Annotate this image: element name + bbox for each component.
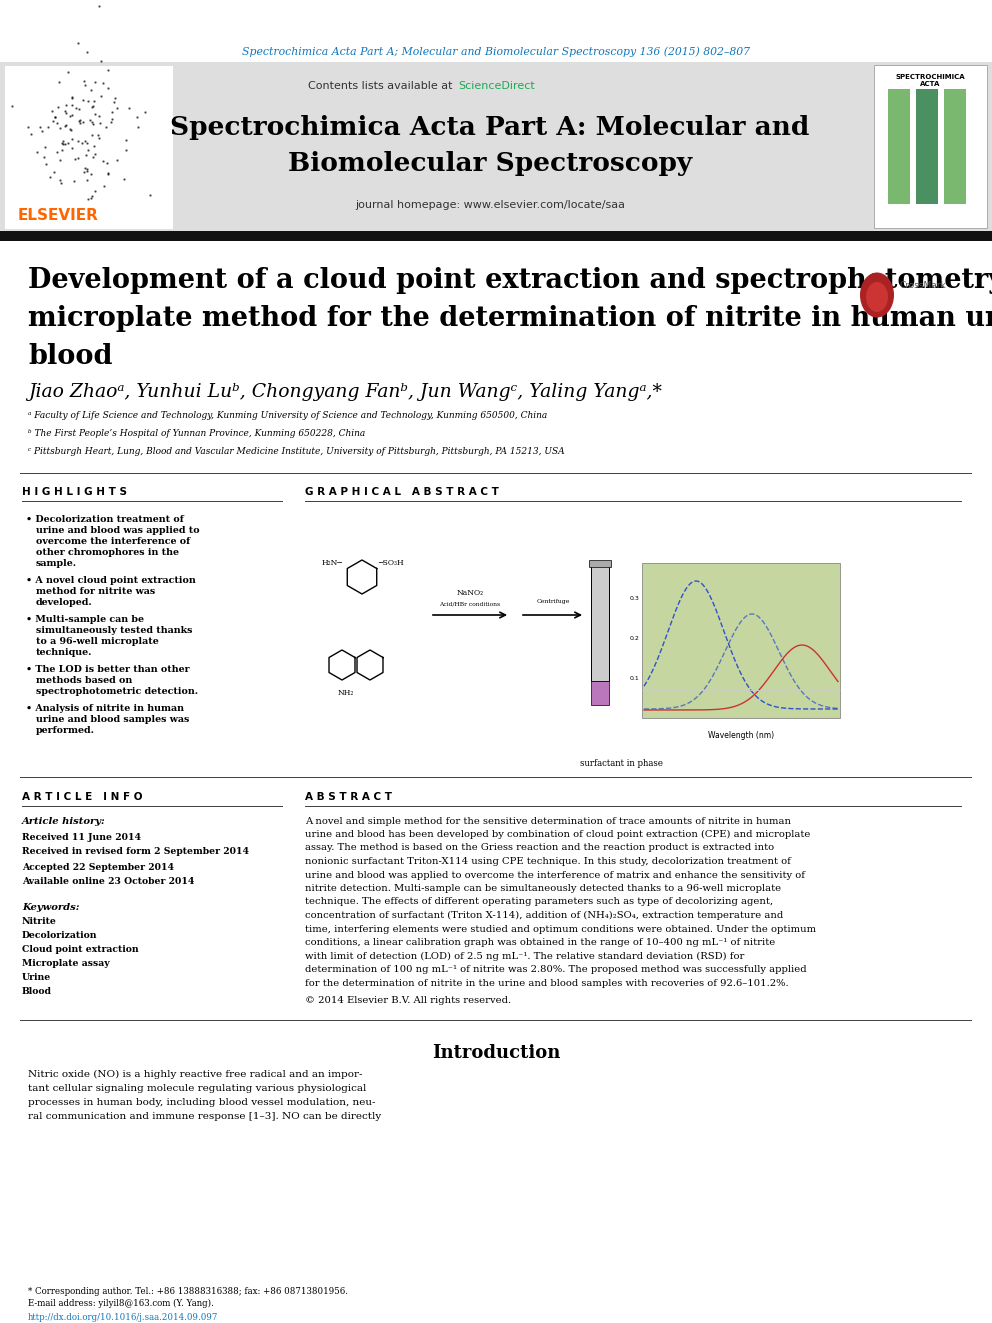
Text: E-mail address: yilyil8@163.com (Y. Yang).: E-mail address: yilyil8@163.com (Y. Yang…	[28, 1298, 214, 1307]
Text: A novel and simple method for the sensitive determination of trace amounts of ni: A novel and simple method for the sensit…	[305, 816, 791, 826]
Text: Urine: Urine	[22, 972, 52, 982]
Bar	[0, 232, 992, 241]
Text: ᶜ Pittsburgh Heart, Lung, Blood and Vascular Medicine Institute, University of P: ᶜ Pittsburgh Heart, Lung, Blood and Vasc…	[28, 447, 564, 456]
Text: sample.: sample.	[36, 560, 77, 568]
Text: performed.: performed.	[36, 726, 95, 736]
Text: H I G H L I G H T S: H I G H L I G H T S	[22, 487, 127, 497]
Text: * Corresponding author. Tel.: +86 13888316388; fax: +86 08713801956.: * Corresponding author. Tel.: +86 138883…	[28, 1286, 348, 1295]
Bar	[944, 89, 966, 204]
Text: Available online 23 October 2014: Available online 23 October 2014	[22, 877, 194, 886]
Text: © 2014 Elsevier B.V. All rights reserved.: © 2014 Elsevier B.V. All rights reserved…	[305, 996, 511, 1005]
Text: urine and blood was applied to overcome the interference of matrix and enhance t: urine and blood was applied to overcome …	[305, 871, 805, 880]
Text: overcome the interference of: overcome the interference of	[36, 537, 190, 546]
Text: urine and blood has been developed by combination of cloud point extraction (CPE: urine and blood has been developed by co…	[305, 830, 810, 839]
Text: conditions, a linear calibration graph was obtained in the range of 10–400 ng mL: conditions, a linear calibration graph w…	[305, 938, 776, 947]
Bar	[591, 681, 609, 705]
Text: to a 96-well microplate: to a 96-well microplate	[36, 636, 159, 646]
Text: • Analysis of nitrite in human: • Analysis of nitrite in human	[26, 704, 184, 713]
Ellipse shape	[860, 273, 894, 318]
Text: Spectrochimica Acta Part A; Molecular and Biomolecular Spectroscopy 136 (2015) 8: Spectrochimica Acta Part A; Molecular an…	[242, 46, 750, 57]
Text: Decolorization: Decolorization	[22, 930, 97, 939]
Bar	[589, 560, 611, 568]
Text: Microplate assay: Microplate assay	[22, 958, 110, 967]
Text: A R T I C L E   I N F O: A R T I C L E I N F O	[22, 792, 143, 802]
Text: • Multi-sample can be: • Multi-sample can be	[26, 615, 144, 624]
Text: G R A P H I C A L   A B S T R A C T: G R A P H I C A L A B S T R A C T	[305, 487, 499, 497]
Text: microplate method for the determination of nitrite in human urine and: microplate method for the determination …	[28, 304, 992, 332]
Bar	[874, 65, 987, 228]
Text: Received in revised form 2 September 2014: Received in revised form 2 September 201…	[22, 848, 249, 856]
Text: time, interfering elements were studied and optimum conditions were obtained. Un: time, interfering elements were studied …	[305, 925, 816, 934]
Text: methods based on: methods based on	[36, 676, 132, 685]
Text: nonionic surfactant Triton-X114 using CPE technique. In this study, decolorizati: nonionic surfactant Triton-X114 using CP…	[305, 857, 791, 867]
Text: blood: blood	[28, 343, 112, 369]
Text: processes in human body, including blood vessel modulation, neu-: processes in human body, including blood…	[28, 1098, 376, 1107]
Text: spectrophotometric detection.: spectrophotometric detection.	[36, 687, 198, 696]
Text: CrossMark: CrossMark	[900, 280, 946, 290]
Text: concentration of surfactant (Triton X-114), addition of (NH₄)₂SO₄, extraction te: concentration of surfactant (Triton X-11…	[305, 912, 784, 919]
Text: determination of 100 ng mL⁻¹ of nitrite was 2.80%. The proposed method was succe: determination of 100 ng mL⁻¹ of nitrite …	[305, 964, 806, 974]
Text: technique. The effects of different operating parameters such as type of decolor: technique. The effects of different oper…	[305, 897, 773, 906]
Text: 0.2: 0.2	[629, 635, 639, 640]
Text: Contents lists available at: Contents lists available at	[308, 81, 456, 91]
Text: urine and blood samples was: urine and blood samples was	[36, 714, 189, 724]
Text: ScienceDirect: ScienceDirect	[458, 81, 535, 91]
Text: Acid/HBr conditions: Acid/HBr conditions	[439, 602, 501, 606]
Text: with limit of detection (LOD) of 2.5 ng mL⁻¹. The relative standard deviation (R: with limit of detection (LOD) of 2.5 ng …	[305, 951, 744, 960]
Text: • The LOD is better than other: • The LOD is better than other	[26, 665, 189, 673]
Text: Accepted 22 September 2014: Accepted 22 September 2014	[22, 863, 174, 872]
Text: ᵇ The First People’s Hospital of Yunnan Province, Kunming 650228, China: ᵇ The First People’s Hospital of Yunnan …	[28, 430, 365, 438]
Text: Development of a cloud point extraction and spectrophotometry-based: Development of a cloud point extraction …	[28, 266, 992, 294]
Text: ral communication and immune response [1–3]. NO can be directly: ral communication and immune response [1…	[28, 1113, 381, 1121]
Text: http://dx.doi.org/10.1016/j.saa.2014.09.097: http://dx.doi.org/10.1016/j.saa.2014.09.…	[28, 1312, 218, 1322]
Text: assay. The method is based on the Griess reaction and the reaction product is ex: assay. The method is based on the Griess…	[305, 844, 774, 852]
Bar	[888, 89, 910, 204]
Text: developed.: developed.	[36, 598, 92, 607]
Text: ELSEVIER: ELSEVIER	[18, 208, 98, 222]
Text: NH₂: NH₂	[338, 689, 354, 697]
Text: ᵃ Faculty of Life Science and Technology, Kunming University of Science and Tech: ᵃ Faculty of Life Science and Technology…	[28, 411, 548, 421]
Bar	[5, 66, 173, 229]
Text: Nitric oxide (NO) is a highly reactive free radical and an impor-: Nitric oxide (NO) is a highly reactive f…	[28, 1070, 362, 1080]
Text: ─SO₃H: ─SO₃H	[378, 560, 404, 568]
Bar	[916, 89, 938, 204]
Text: Keywords:: Keywords:	[22, 902, 79, 912]
Text: A B S T R A C T: A B S T R A C T	[305, 792, 392, 802]
Text: journal homepage: www.elsevier.com/locate/saa: journal homepage: www.elsevier.com/locat…	[355, 200, 625, 210]
Text: method for nitrite was: method for nitrite was	[36, 587, 156, 595]
Text: 0.3: 0.3	[629, 595, 639, 601]
Text: Wavelength (nm): Wavelength (nm)	[708, 732, 774, 740]
Ellipse shape	[866, 282, 888, 312]
Text: H₂N─: H₂N─	[322, 560, 343, 568]
Text: other chromophores in the: other chromophores in the	[36, 548, 179, 557]
Text: nitrite detection. Multi-sample can be simultaneously detected thanks to a 96-we: nitrite detection. Multi-sample can be s…	[305, 884, 781, 893]
Text: NaNO₂: NaNO₂	[456, 589, 483, 597]
Bar	[642, 564, 840, 718]
Text: Jiao Zhaoᵃ, Yunhui Luᵇ, Chongyang Fanᵇ, Jun Wangᶜ, Yaling Yangᵃ,*: Jiao Zhaoᵃ, Yunhui Luᵇ, Chongyang Fanᵇ, …	[28, 382, 662, 401]
Text: for the determination of nitrite in the urine and blood samples with recoveries : for the determination of nitrite in the …	[305, 979, 789, 987]
Bar	[0, 62, 992, 233]
Bar	[591, 564, 609, 681]
Text: Nitrite: Nitrite	[22, 917, 57, 926]
Text: • A novel cloud point extraction: • A novel cloud point extraction	[26, 576, 195, 585]
Text: Centrifuge: Centrifuge	[537, 599, 569, 605]
Text: • Decolorization treatment of: • Decolorization treatment of	[26, 515, 184, 524]
Text: tant cellular signaling molecule regulating various physiological: tant cellular signaling molecule regulat…	[28, 1084, 366, 1093]
Text: 0.1: 0.1	[629, 676, 639, 680]
Text: Article history:: Article history:	[22, 818, 106, 827]
Text: simultaneously tested thanks: simultaneously tested thanks	[36, 626, 192, 635]
Text: SPECTROCHIMICA
ACTA: SPECTROCHIMICA ACTA	[896, 74, 965, 87]
Text: surfactant in phase: surfactant in phase	[579, 758, 663, 767]
Text: Cloud point extraction: Cloud point extraction	[22, 945, 139, 954]
Text: Spectrochimica Acta Part A: Molecular and: Spectrochimica Acta Part A: Molecular an…	[171, 115, 809, 139]
Text: Received 11 June 2014: Received 11 June 2014	[22, 832, 141, 841]
Text: Introduction: Introduction	[432, 1044, 560, 1061]
Text: technique.: technique.	[36, 648, 92, 658]
Text: Blood: Blood	[22, 987, 52, 995]
Text: Biomolecular Spectroscopy: Biomolecular Spectroscopy	[288, 151, 692, 176]
Text: urine and blood was applied to: urine and blood was applied to	[36, 527, 199, 534]
